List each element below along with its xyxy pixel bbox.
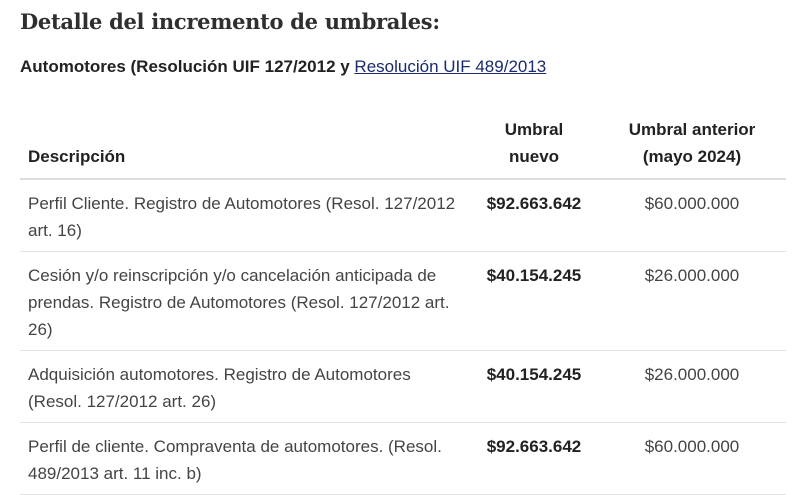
cell-umbral-nuevo: $92.663.642 [470,179,598,252]
cell-umbral-anterior: $26.000.000 [598,251,786,351]
subtitle-text: Automotores (Resolución UIF 127/2012 y [20,57,355,76]
header-descripcion: Descripción [20,110,470,180]
table-row: Cesión y/o reinscripción y/o cancelación… [20,251,786,351]
header-umbral-anterior: Umbral anterior (mayo 2024) [598,110,786,180]
cell-descripcion: Adquisición automotores. Registro de Aut… [20,350,470,423]
cell-umbral-nuevo: $40.154.245 [470,350,598,423]
subtitle: Automotores (Resolución UIF 127/2012 y R… [20,57,546,77]
table-row: Perfil de cliente. Compraventa de automo… [20,422,786,495]
table-row: Adquisición automotores. Registro de Aut… [20,350,786,423]
cell-umbral-anterior: $26.000.000 [598,350,786,423]
cell-descripcion: Perfil Cliente. Registro de Automotores … [20,179,470,252]
cell-descripcion: Cesión y/o reinscripción y/o cancelación… [20,251,470,351]
header-umbral-nuevo: Umbral nuevo [470,110,598,180]
cell-umbral-nuevo: $40.154.245 [470,251,598,351]
table-header-row: Descripción Umbral nuevo Umbral anterior… [20,110,786,180]
cell-umbral-anterior: $60.000.000 [598,422,786,495]
section-title: Detalle del incremento de umbrales: [20,9,440,34]
thresholds-table: Descripción Umbral nuevo Umbral anterior… [20,110,786,495]
cell-descripcion: Perfil de cliente. Compraventa de automo… [20,422,470,495]
resolucion-489-link[interactable]: Resolución UIF 489/2013 [354,57,547,76]
table-row: Perfil Cliente. Registro de Automotores … [20,179,786,252]
cell-umbral-anterior: $60.000.000 [598,179,786,252]
cell-umbral-nuevo: $92.663.642 [470,422,598,495]
